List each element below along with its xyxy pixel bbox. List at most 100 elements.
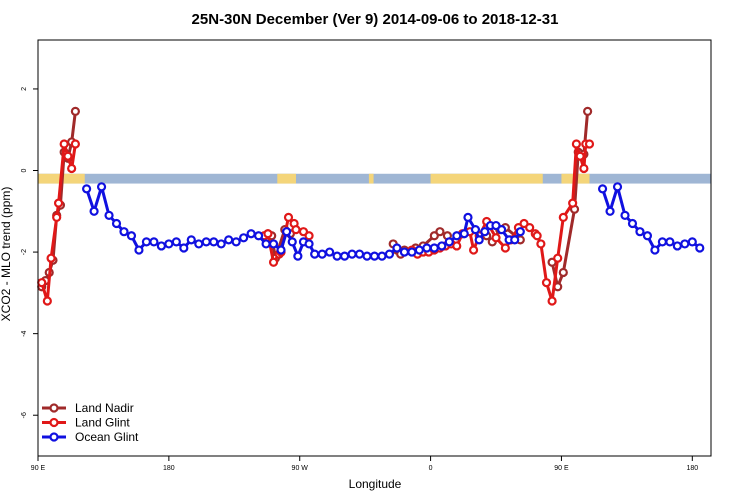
data-point <box>42 296 52 306</box>
y-tick-label: -6 <box>21 412 28 418</box>
data-point <box>317 249 327 259</box>
x-axis-title: Longitude <box>349 477 402 491</box>
data-point <box>650 245 660 255</box>
data-point <box>491 233 501 243</box>
data-point <box>414 245 424 255</box>
legend-label: Land Nadir <box>75 401 134 415</box>
data-point <box>354 249 365 259</box>
data-point <box>96 182 107 192</box>
data-point <box>304 231 314 241</box>
data-point <box>627 218 638 229</box>
land-segment <box>430 173 543 184</box>
data-point <box>510 235 520 245</box>
data-point <box>332 251 342 261</box>
data-point <box>141 237 152 247</box>
legend-label: Ocean Glint <box>75 430 139 444</box>
data-point <box>541 278 552 288</box>
data-point <box>642 231 653 241</box>
data-point <box>575 151 585 161</box>
data-point <box>104 210 114 220</box>
data-point <box>239 233 249 243</box>
data-point <box>164 239 174 249</box>
data-point <box>452 241 462 251</box>
data-point <box>46 253 56 263</box>
data-point <box>282 227 292 237</box>
data-point <box>470 225 481 235</box>
data-point <box>134 245 144 255</box>
data-point <box>468 245 479 255</box>
data-point <box>547 296 557 306</box>
data-point <box>179 243 189 253</box>
data-point <box>362 251 372 261</box>
data-point <box>407 247 417 257</box>
series-ocean-glint <box>82 182 705 261</box>
data-point <box>635 227 645 237</box>
data-point <box>216 239 226 249</box>
y-tick-label: -4 <box>21 330 28 336</box>
data-point <box>571 139 582 149</box>
data-point <box>437 241 447 251</box>
data-point <box>558 212 568 223</box>
data-point <box>347 249 357 259</box>
data-point <box>568 198 578 208</box>
data-point <box>276 245 286 255</box>
data-point <box>231 237 241 247</box>
data-point <box>119 227 129 237</box>
legend-marker <box>49 417 59 428</box>
land-segment <box>277 173 296 184</box>
data-point <box>369 251 380 261</box>
x-tick-label: 0 <box>429 465 433 472</box>
data-point <box>657 237 667 247</box>
series-land-glint <box>37 139 595 306</box>
data-point <box>82 184 92 194</box>
data-point <box>70 106 80 116</box>
data-point <box>304 239 314 249</box>
data-point <box>263 229 273 239</box>
data-point <box>67 163 77 174</box>
data-point <box>287 237 297 247</box>
data-point <box>339 251 350 261</box>
data-point <box>612 182 623 192</box>
data-point <box>583 106 593 116</box>
data-point <box>156 241 166 251</box>
legend-marker <box>49 403 59 413</box>
data-point <box>687 237 697 247</box>
data-point <box>37 278 47 288</box>
data-point <box>268 257 279 267</box>
data-point <box>500 243 510 253</box>
data-point <box>695 243 705 253</box>
data-point <box>246 229 256 239</box>
x-tick-label: 90 E <box>31 465 46 472</box>
data-point <box>515 227 525 237</box>
x-tick-label: 180 <box>163 465 175 472</box>
data-point <box>392 243 402 253</box>
data-point <box>171 237 181 247</box>
data-point <box>474 235 484 245</box>
data-point <box>209 237 219 247</box>
data-point <box>310 249 320 259</box>
data-point <box>579 163 589 174</box>
data-point <box>186 235 196 245</box>
data-point <box>59 139 69 149</box>
data-point <box>70 139 80 149</box>
data-point <box>63 151 73 161</box>
legend-item: Land Glint <box>42 416 130 430</box>
y-tick-label: -2 <box>21 249 28 255</box>
data-point <box>399 247 410 257</box>
data-point <box>429 243 439 253</box>
data-point <box>558 267 568 278</box>
plot-frame <box>37 39 712 457</box>
data-point <box>53 198 64 208</box>
x-tick-label: 90 E <box>554 465 569 472</box>
data-point <box>291 225 301 235</box>
ocean-band <box>38 173 711 184</box>
data-point <box>665 237 675 247</box>
data-point <box>672 241 682 251</box>
y-tick-label: 2 <box>21 87 28 91</box>
y-axis: 2 0 -2 -4 -6 <box>21 87 38 418</box>
data-point <box>268 239 279 249</box>
data-point <box>536 239 546 249</box>
data-point <box>422 243 432 253</box>
